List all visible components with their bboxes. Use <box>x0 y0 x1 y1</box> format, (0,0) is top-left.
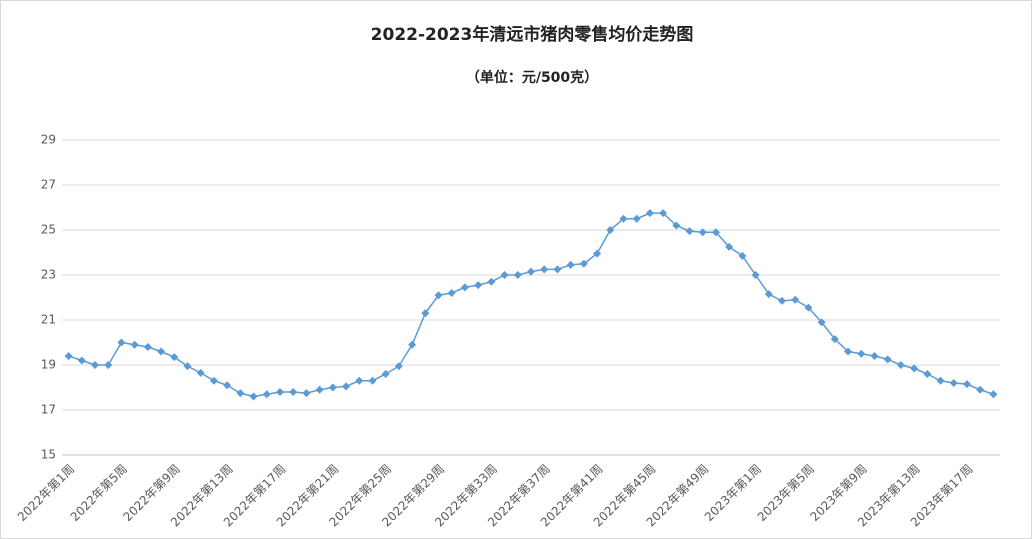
marker <box>962 380 971 389</box>
marker <box>791 295 800 304</box>
y-tick-label: 19 <box>41 358 56 372</box>
marker <box>236 389 245 398</box>
marker <box>844 347 853 356</box>
marker <box>896 361 905 369</box>
marker <box>857 349 866 358</box>
marker <box>883 355 892 364</box>
marker <box>645 209 654 218</box>
marker <box>685 227 694 236</box>
marker <box>143 343 152 351</box>
marker <box>170 353 179 362</box>
marker <box>778 296 787 305</box>
marker <box>408 340 417 349</box>
marker <box>923 370 932 378</box>
marker <box>619 214 628 223</box>
marker <box>830 335 839 344</box>
marker <box>289 388 298 396</box>
marker <box>157 347 166 356</box>
marker <box>513 271 522 279</box>
y-tick-label: 15 <box>41 448 56 462</box>
marker <box>566 260 575 269</box>
y-tick-label: 25 <box>41 223 56 237</box>
marker <box>606 226 615 234</box>
marker <box>527 267 535 276</box>
marker <box>936 376 945 385</box>
marker <box>223 381 232 390</box>
marker <box>910 364 919 373</box>
marker <box>672 221 681 230</box>
marker <box>421 309 430 318</box>
y-tick-label: 23 <box>41 268 56 282</box>
y-tick-label: 29 <box>41 133 56 147</box>
marker <box>870 352 879 360</box>
marker <box>183 362 192 371</box>
y-tick-label: 17 <box>41 403 56 417</box>
marker <box>434 291 443 300</box>
marker <box>764 290 773 299</box>
marker <box>209 376 218 385</box>
marker <box>553 265 562 274</box>
marker <box>725 242 734 251</box>
marker <box>368 376 377 385</box>
marker <box>698 228 707 237</box>
y-tick-label: 21 <box>41 313 56 327</box>
marker <box>342 382 351 391</box>
marker <box>474 281 483 290</box>
chart-subtitle: （单位：元/500克） <box>466 69 598 86</box>
marker <box>77 356 86 365</box>
marker <box>460 283 469 292</box>
marker <box>275 388 284 396</box>
marker <box>315 385 324 394</box>
marker <box>447 289 456 297</box>
marker <box>249 392 258 401</box>
marker <box>487 277 496 286</box>
marker <box>262 390 271 399</box>
marker <box>64 352 73 360</box>
marker <box>804 303 813 312</box>
marker <box>976 385 985 394</box>
marker <box>117 338 126 347</box>
marker <box>381 370 390 378</box>
marker <box>91 361 100 369</box>
marker <box>302 389 311 398</box>
marker <box>593 249 602 258</box>
marker <box>355 376 364 385</box>
marker <box>130 340 139 349</box>
marker <box>540 265 549 274</box>
chart-title: 2022-2023年清远市猪肉零售均价走势图 <box>371 24 694 45</box>
marker <box>104 361 113 369</box>
marker <box>500 271 509 279</box>
marker <box>659 209 668 218</box>
marker <box>949 379 958 387</box>
y-tick-label: 27 <box>41 178 56 192</box>
marker <box>328 383 337 392</box>
marker <box>817 318 826 327</box>
marker <box>711 228 720 237</box>
marker <box>579 259 588 268</box>
marker <box>394 362 403 371</box>
marker <box>632 214 641 223</box>
marker <box>738 251 747 260</box>
marker <box>751 271 760 279</box>
marker <box>989 390 998 399</box>
marker <box>196 368 205 377</box>
